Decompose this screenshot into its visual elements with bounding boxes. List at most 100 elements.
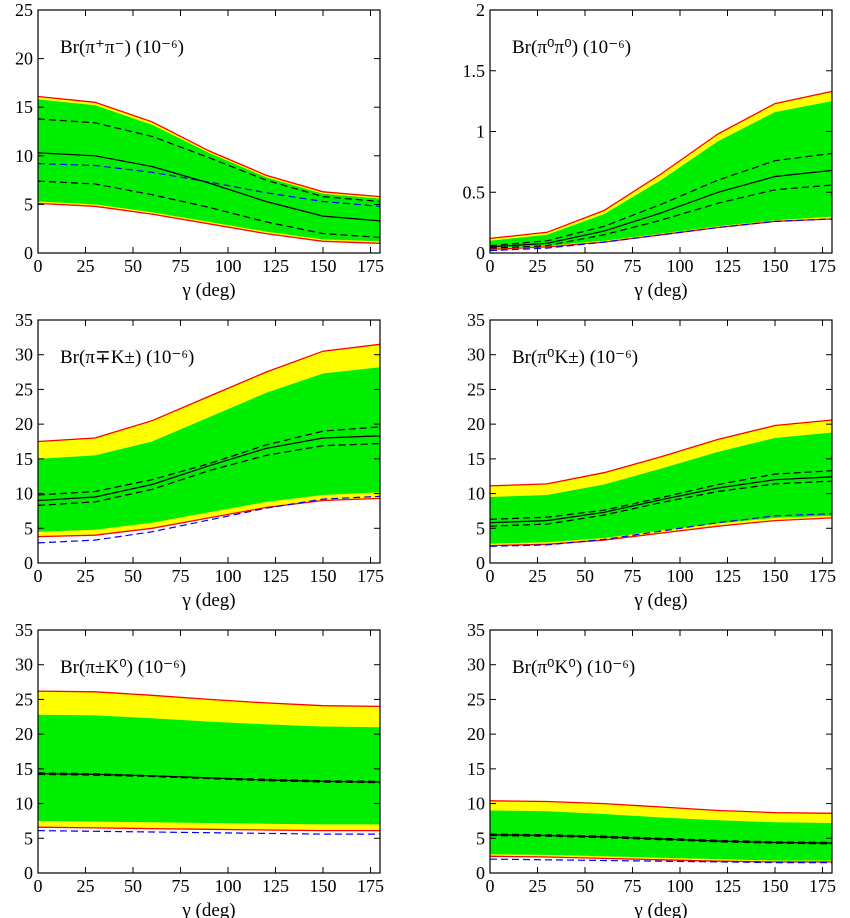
plot-frame [489, 629, 833, 874]
x-tick-label: 125 [714, 256, 741, 276]
panel-label: Br(π⁰π⁰) (10⁻⁶) [512, 37, 631, 58]
x-tick-label: 50 [576, 876, 594, 896]
x-tick-label: 175 [809, 876, 836, 896]
x-tick-label: 175 [357, 256, 384, 276]
x-axis-label: γ (deg) [633, 900, 687, 918]
x-tick-label: 75 [172, 876, 190, 896]
x-tick-label: 175 [357, 876, 384, 896]
band-edge [37, 690, 381, 708]
y-tick-label: 20 [15, 49, 33, 69]
x-tick-label: 100 [667, 256, 694, 276]
y-tick-label: 35 [467, 620, 485, 640]
dashed-line [489, 152, 833, 247]
y-tick-label: 20 [467, 724, 485, 744]
x-tick-label: 50 [124, 566, 142, 586]
x-tick-label: 75 [172, 566, 190, 586]
y-tick-label: 2 [476, 0, 485, 20]
y-tick-label: 25 [467, 689, 485, 709]
x-tick-label: 100 [215, 566, 242, 586]
y-tick-label: 15 [467, 759, 485, 779]
dashed-line [37, 772, 381, 782]
plot-frame [37, 629, 381, 874]
y-tick-label: 30 [15, 345, 33, 365]
x-tick-label: 0 [34, 566, 43, 586]
x-axis-label: γ (deg) [181, 590, 235, 611]
band [490, 432, 832, 544]
x-tick-label: 50 [124, 876, 142, 896]
y-tick-label: 0 [24, 863, 33, 883]
y-tick-label: 20 [15, 414, 33, 434]
panel-label: Br(π⁰K⁰) (10⁻⁶) [512, 657, 635, 678]
x-axis-label: γ (deg) [181, 280, 235, 301]
dashed-line [37, 118, 381, 203]
y-tick-label: 0 [24, 243, 33, 263]
x-tick-label: 75 [624, 876, 642, 896]
panel-label: Br(π⁰K±) (10⁻⁶) [512, 347, 638, 368]
y-tick-label: 10 [15, 484, 33, 504]
x-tick-label: 150 [762, 876, 789, 896]
dashed-line [37, 773, 381, 784]
x-tick-label: 25 [77, 566, 95, 586]
dashed-line [37, 426, 381, 496]
x-tick-label: 25 [77, 256, 95, 276]
x-tick-label: 0 [486, 876, 495, 896]
y-tick-label: 25 [15, 689, 33, 709]
dashed-line [37, 163, 381, 207]
line [489, 834, 833, 844]
x-tick-label: 175 [809, 256, 836, 276]
y-tick-label: 5 [476, 828, 485, 848]
band-edge [37, 826, 380, 832]
y-tick-label: 5 [24, 518, 33, 538]
x-tick-label: 100 [215, 256, 242, 276]
plot-frame [37, 319, 381, 564]
x-tick-label: 100 [215, 876, 242, 896]
x-axis-label: γ (deg) [633, 280, 687, 301]
panel-label: Br(π±K⁰) (10⁻⁶) [60, 657, 186, 678]
line [37, 152, 381, 222]
dashed-line [489, 470, 833, 520]
band-edge [489, 855, 832, 863]
x-tick-label: 75 [172, 256, 190, 276]
x-tick-label: 0 [486, 566, 495, 586]
x-tick-label: 125 [714, 566, 741, 586]
line [37, 435, 381, 502]
dashed-line [37, 180, 381, 238]
y-tick-label: 25 [467, 379, 485, 399]
x-tick-label: 150 [310, 566, 337, 586]
x-tick-label: 125 [262, 566, 289, 586]
x-tick-label: 125 [262, 876, 289, 896]
dashed-line [37, 443, 381, 506]
band [38, 99, 380, 242]
x-tick-label: 75 [624, 256, 642, 276]
plot-frame [489, 319, 833, 564]
x-tick-label: 125 [262, 256, 289, 276]
dashed-line [37, 495, 381, 544]
y-tick-label: 15 [15, 759, 33, 779]
plot-frame [37, 9, 381, 254]
x-tick-label: 0 [486, 256, 495, 276]
x-tick-label: 175 [809, 566, 836, 586]
dashed-line [489, 513, 833, 547]
y-tick-label: 30 [467, 345, 485, 365]
x-tick-label: 0 [34, 256, 43, 276]
band-edge [489, 419, 833, 487]
y-tick-label: 35 [15, 310, 33, 330]
y-tick-label: 10 [467, 484, 485, 504]
y-tick-label: 15 [467, 449, 485, 469]
y-tick-label: 5 [476, 518, 485, 538]
dashed-line [489, 480, 833, 527]
panel: 0 5 10 15 20 25 30 35 0 25 50 75 100 125 150 175 Br(π±K⁰… [15, 620, 384, 918]
y-tick-label: 10 [15, 794, 33, 814]
y-tick-label: 5 [24, 828, 33, 848]
panel: 0 5 10 15 20 25 30 35 0 25 50 75 100 125 150 175 Br(π⁰K±… [467, 310, 836, 611]
dashed-line [489, 184, 833, 249]
panel: 0 5 10 15 20 25 30 35 0 25 50 75 100 125 150 175 Br(π∓K±… [15, 310, 384, 611]
x-tick-label: 100 [667, 876, 694, 896]
dashed-line [489, 218, 833, 252]
dashed-line [489, 834, 833, 845]
band [490, 101, 832, 249]
y-tick-label: 20 [467, 414, 485, 434]
band [38, 714, 380, 825]
band [490, 810, 832, 861]
panel: 0 0.5 1 1.5 2 0 25 50 75 100 125 150 175 Br(π⁰π⁰) (10… [463, 0, 837, 301]
